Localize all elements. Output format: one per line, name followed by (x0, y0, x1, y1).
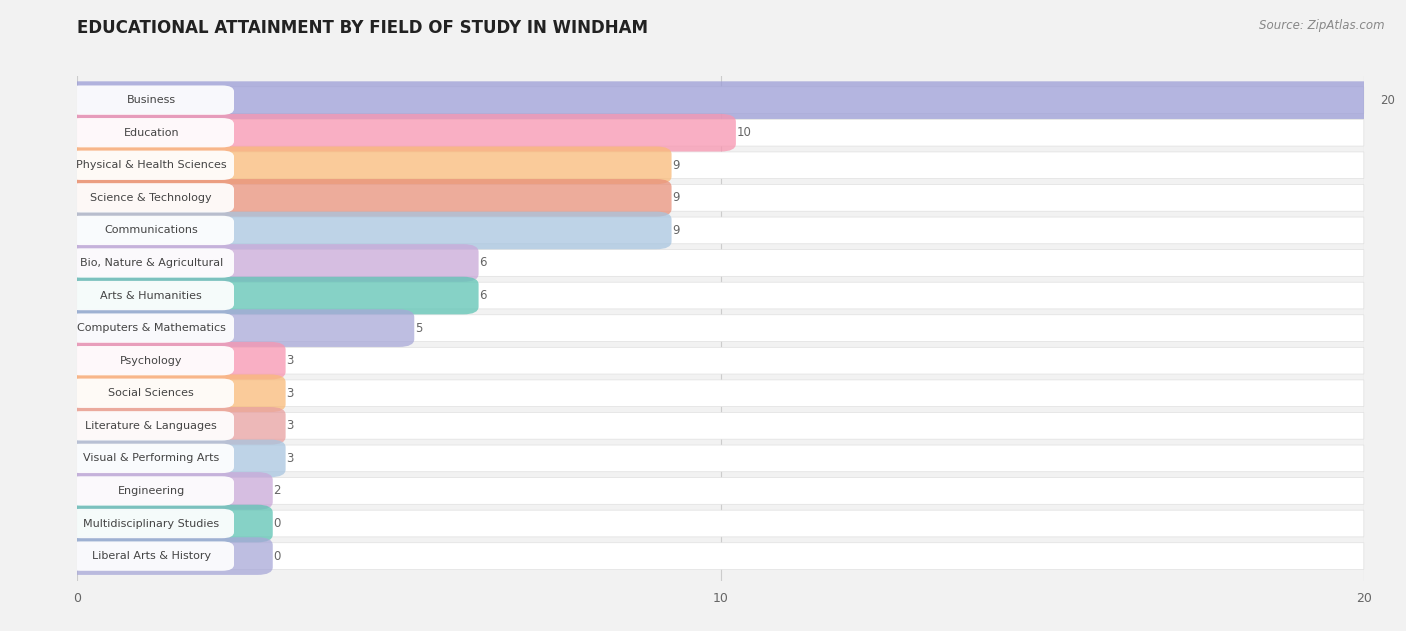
FancyBboxPatch shape (62, 211, 672, 249)
Text: 6: 6 (479, 289, 486, 302)
Text: Physical & Health Sciences: Physical & Health Sciences (76, 160, 226, 170)
FancyBboxPatch shape (62, 505, 273, 543)
FancyBboxPatch shape (77, 87, 1364, 114)
Text: Education: Education (124, 127, 179, 138)
FancyBboxPatch shape (77, 347, 1364, 374)
FancyBboxPatch shape (69, 541, 233, 571)
FancyBboxPatch shape (77, 184, 1364, 211)
Text: 2: 2 (274, 485, 281, 497)
Text: 3: 3 (287, 354, 294, 367)
FancyBboxPatch shape (77, 250, 1364, 276)
Text: 9: 9 (672, 224, 681, 237)
FancyBboxPatch shape (69, 118, 233, 148)
FancyBboxPatch shape (77, 445, 1364, 472)
FancyBboxPatch shape (69, 444, 233, 473)
FancyBboxPatch shape (77, 282, 1364, 309)
FancyBboxPatch shape (77, 510, 1364, 537)
FancyBboxPatch shape (69, 216, 233, 245)
FancyBboxPatch shape (69, 85, 233, 115)
Text: Bio, Nature & Agricultural: Bio, Nature & Agricultural (80, 258, 224, 268)
FancyBboxPatch shape (69, 151, 233, 180)
FancyBboxPatch shape (62, 342, 285, 379)
Text: Engineering: Engineering (118, 486, 186, 496)
FancyBboxPatch shape (69, 281, 233, 310)
Text: 9: 9 (672, 159, 681, 172)
Text: Computers & Mathematics: Computers & Mathematics (77, 323, 226, 333)
FancyBboxPatch shape (77, 543, 1364, 569)
FancyBboxPatch shape (77, 380, 1364, 406)
Text: 5: 5 (415, 322, 422, 334)
Text: Science & Technology: Science & Technology (90, 193, 212, 203)
FancyBboxPatch shape (77, 478, 1364, 504)
FancyBboxPatch shape (69, 476, 233, 505)
Text: 10: 10 (737, 126, 752, 139)
FancyBboxPatch shape (62, 179, 672, 216)
Text: Business: Business (127, 95, 176, 105)
FancyBboxPatch shape (62, 472, 273, 510)
FancyBboxPatch shape (69, 346, 233, 375)
Text: Social Sciences: Social Sciences (108, 388, 194, 398)
Text: Psychology: Psychology (120, 356, 183, 366)
FancyBboxPatch shape (69, 183, 233, 213)
Text: Communications: Communications (104, 225, 198, 235)
Text: Arts & Humanities: Arts & Humanities (100, 290, 202, 300)
FancyBboxPatch shape (77, 217, 1364, 244)
FancyBboxPatch shape (69, 314, 233, 343)
FancyBboxPatch shape (69, 249, 233, 278)
FancyBboxPatch shape (62, 244, 478, 282)
Text: EDUCATIONAL ATTAINMENT BY FIELD OF STUDY IN WINDHAM: EDUCATIONAL ATTAINMENT BY FIELD OF STUDY… (77, 19, 648, 37)
Text: 3: 3 (287, 387, 294, 400)
Text: Source: ZipAtlas.com: Source: ZipAtlas.com (1260, 19, 1385, 32)
FancyBboxPatch shape (77, 315, 1364, 341)
FancyBboxPatch shape (69, 411, 233, 440)
FancyBboxPatch shape (62, 146, 672, 184)
FancyBboxPatch shape (77, 413, 1364, 439)
FancyBboxPatch shape (62, 309, 415, 347)
FancyBboxPatch shape (77, 152, 1364, 179)
FancyBboxPatch shape (62, 537, 273, 575)
FancyBboxPatch shape (62, 277, 478, 314)
Text: 9: 9 (672, 191, 681, 204)
Text: Liberal Arts & History: Liberal Arts & History (91, 551, 211, 561)
FancyBboxPatch shape (62, 407, 285, 445)
Text: 0: 0 (274, 550, 281, 563)
Text: Multidisciplinary Studies: Multidisciplinary Studies (83, 519, 219, 529)
Text: Literature & Languages: Literature & Languages (86, 421, 217, 431)
Text: 0: 0 (274, 517, 281, 530)
FancyBboxPatch shape (62, 440, 285, 477)
Text: Visual & Performing Arts: Visual & Performing Arts (83, 454, 219, 463)
FancyBboxPatch shape (69, 379, 233, 408)
Text: 20: 20 (1379, 93, 1395, 107)
FancyBboxPatch shape (62, 114, 735, 151)
Text: 3: 3 (287, 452, 294, 465)
Text: 3: 3 (287, 420, 294, 432)
FancyBboxPatch shape (77, 119, 1364, 146)
FancyBboxPatch shape (62, 81, 1379, 119)
FancyBboxPatch shape (62, 374, 285, 412)
Text: 6: 6 (479, 256, 486, 269)
FancyBboxPatch shape (69, 509, 233, 538)
